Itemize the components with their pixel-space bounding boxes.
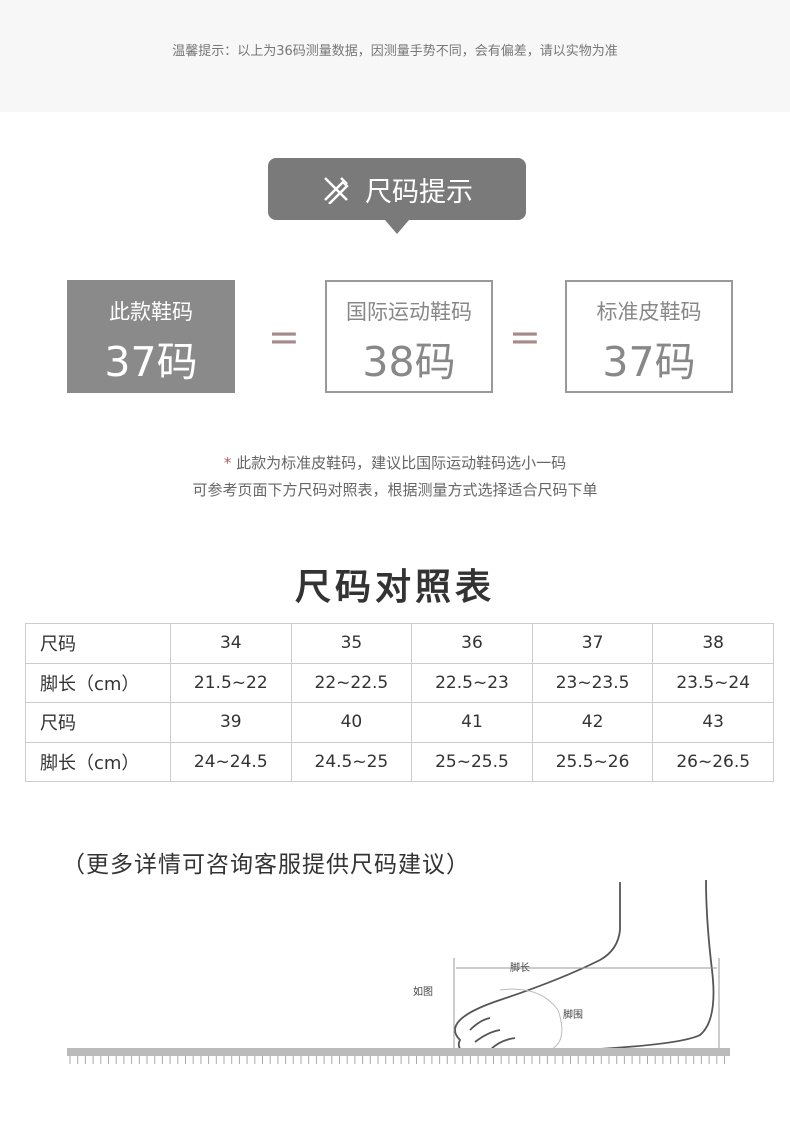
table-cell: 39 bbox=[170, 702, 292, 743]
note-line-2: 可参考页面下方尺码对照表，根据测量方式选择适合尺码下单 bbox=[192, 481, 598, 499]
equals-sign: = bbox=[268, 315, 300, 359]
table-cell: 42 bbox=[531, 702, 654, 743]
table-cell: 41 bbox=[411, 702, 533, 743]
table-title: 尺码对照表 bbox=[294, 567, 495, 608]
note-line-1: * 此款为标准皮鞋码，建议比国际运动鞋码选小一码 bbox=[0, 452, 790, 473]
label-girth: 脚围 bbox=[563, 1008, 583, 1021]
size-table: 尺码 34 35 36 37 38 脚长（cm） 21.5~22 22~22.5 22.5~23 2… bbox=[25, 623, 774, 782]
box-value: 37码 bbox=[602, 338, 696, 386]
foot-measure-diagram: 脚长 如图 脚围 bbox=[67, 879, 730, 1064]
table-cell: 21.5~22 bbox=[170, 662, 292, 703]
table-cell: 22.5~23 bbox=[411, 662, 533, 703]
table-row: 尺码 39 40 41 42 43 bbox=[25, 702, 774, 743]
star: * bbox=[223, 454, 232, 472]
label-ref: 如图 bbox=[413, 985, 433, 998]
table-cell: 脚长（cm） bbox=[25, 741, 171, 782]
ruler bbox=[67, 1048, 730, 1056]
badge-label: 尺码提示 bbox=[365, 176, 473, 208]
table-cell: 40 bbox=[290, 702, 413, 743]
table-cell: 36 bbox=[411, 623, 533, 664]
table-cell: 22~22.5 bbox=[290, 662, 413, 703]
table-cell: 尺码 bbox=[25, 623, 171, 664]
table-cell: 24.5~25 bbox=[290, 741, 413, 782]
table-cell: 23~23.5 bbox=[531, 662, 654, 703]
table-cell: 37 bbox=[531, 623, 654, 664]
box-title: 标准皮鞋码 bbox=[596, 300, 702, 324]
table-cell: 25.5~26 bbox=[531, 741, 654, 782]
table-cell: 24~24.5 bbox=[170, 741, 292, 782]
standard-leather-size-box: 标准皮鞋码 37码 bbox=[565, 280, 733, 393]
size-tip-badge: 尺码提示 bbox=[268, 158, 526, 234]
equals-sign: = bbox=[509, 315, 541, 359]
table-cell: 34 bbox=[170, 623, 292, 664]
notice-bar: 温馨提示：以上为36码测量数据，因测量手势不同，会有偏差，请以实物为准 bbox=[0, 0, 790, 112]
table-cell: 25~25.5 bbox=[411, 741, 533, 782]
box-title: 国际运动鞋码 bbox=[346, 300, 472, 324]
label-length: 脚长 bbox=[510, 961, 530, 974]
table-cell: 38 bbox=[652, 623, 774, 664]
table-cell: 35 bbox=[290, 623, 413, 664]
table-cell: 43 bbox=[652, 702, 774, 743]
intl-sport-size-box: 国际运动鞋码 38码 bbox=[325, 280, 493, 393]
more-info-text: （更多详情可咨询客服提供尺码建议） bbox=[62, 852, 470, 878]
table-row: 尺码 34 35 36 37 38 bbox=[25, 623, 774, 664]
box-title: 此款鞋码 bbox=[109, 300, 193, 324]
table-cell: 脚长（cm） bbox=[25, 662, 171, 703]
table-cell: 26~26.5 bbox=[652, 741, 774, 782]
box-value: 38码 bbox=[362, 338, 456, 386]
notice-text: 温馨提示：以上为36码测量数据，因测量手势不同，会有偏差，请以实物为准 bbox=[172, 44, 618, 59]
table-row: 脚长（cm） 24~24.5 24.5~25 25~25.5 25.5~26 26~26.… bbox=[25, 741, 774, 782]
table-row: 脚长（cm） 21.5~22 22~22.5 22.5~23 23~23.5 23.5~2… bbox=[25, 662, 774, 703]
note-text: 此款为标准皮鞋码，建议比国际运动鞋码选小一码 bbox=[231, 454, 567, 472]
table-cell: 尺码 bbox=[25, 702, 171, 743]
table-cell: 23.5~24 bbox=[652, 662, 774, 703]
box-value: 37码 bbox=[104, 338, 198, 386]
ruler-pencil-icon bbox=[324, 177, 349, 204]
this-shoe-size-box: 此款鞋码 37码 bbox=[67, 280, 235, 393]
